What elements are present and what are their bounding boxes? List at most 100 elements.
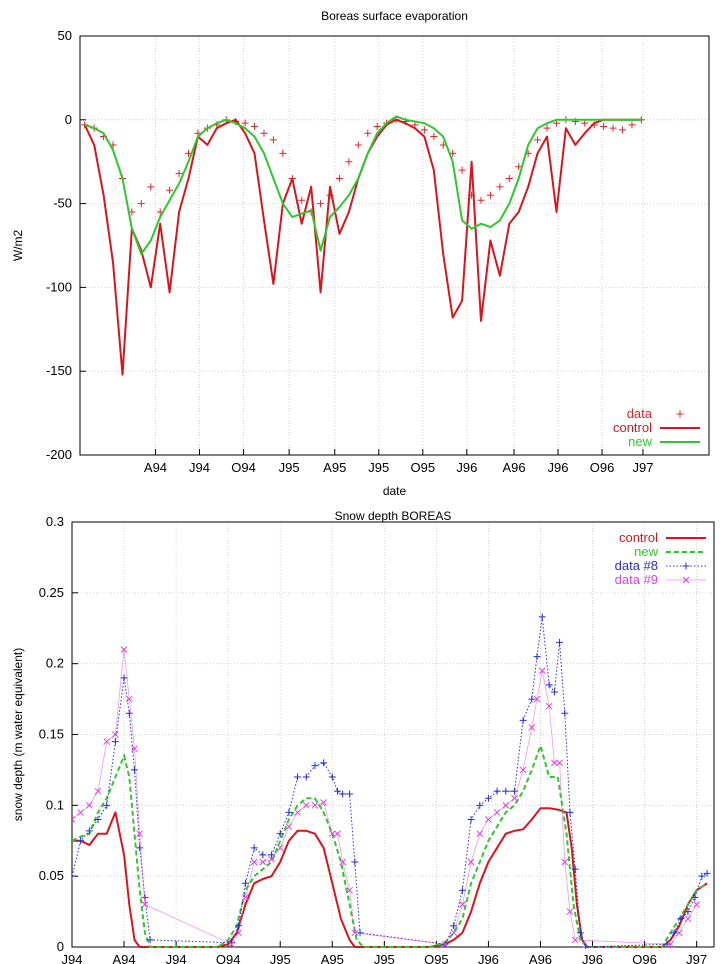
x-tick-label: A96 — [502, 460, 525, 475]
data-point — [137, 200, 145, 208]
data-point — [72, 872, 76, 880]
data-point — [703, 869, 711, 877]
data-point — [477, 196, 485, 204]
legend-label: new — [628, 434, 652, 449]
data-point — [112, 731, 119, 738]
data-point — [561, 858, 569, 866]
data-point — [684, 915, 692, 923]
x-tick-label: A94 — [144, 460, 167, 475]
data-point — [670, 929, 678, 937]
y-axis-label: W/m2 — [11, 230, 25, 262]
data-point — [693, 901, 701, 908]
series-new — [84, 115, 642, 255]
data-point — [242, 894, 249, 901]
data-point — [235, 922, 243, 930]
y-tick-label: 0.3 — [46, 514, 64, 529]
x-tick-label: J94 — [62, 952, 83, 964]
x-tick-label: J96 — [478, 952, 499, 964]
x-tick-label: J95 — [279, 460, 300, 475]
series-line — [72, 807, 708, 948]
legend-marker — [676, 410, 684, 418]
data-point — [684, 908, 692, 916]
data-point — [334, 830, 341, 838]
x-tick-label: O95 — [424, 952, 449, 964]
data-point — [545, 702, 553, 710]
data-point — [619, 126, 627, 134]
data-point — [317, 200, 325, 208]
legend-label: data #9 — [615, 572, 658, 587]
data-point — [85, 801, 93, 809]
data-point — [450, 929, 458, 937]
data-point — [533, 695, 541, 703]
y-tick-label: 0 — [57, 939, 64, 954]
x-tick-label: J94 — [166, 952, 187, 964]
legend-label: data #8 — [615, 558, 658, 573]
data-point — [175, 169, 183, 177]
x-tick-label: J95 — [368, 460, 389, 475]
y-tick-label: -200 — [46, 447, 72, 462]
data-point — [533, 653, 541, 661]
data-point — [484, 794, 492, 802]
y-tick-label: 0.05 — [39, 868, 64, 883]
series-data-9 — [72, 646, 701, 948]
y-tick-label: 0 — [65, 112, 72, 127]
data-point — [285, 808, 293, 816]
y-tick-label: 0.2 — [46, 656, 64, 671]
data-point — [320, 799, 327, 806]
x-tick-label: O95 — [411, 460, 436, 475]
data-point — [458, 166, 466, 174]
data-point — [582, 943, 590, 949]
x-tick-label: A96 — [529, 952, 552, 964]
data-point — [519, 716, 527, 724]
data-point — [677, 915, 685, 923]
x-tick-label: J96 — [548, 460, 569, 475]
series-line — [72, 616, 708, 948]
y-tick-label: -100 — [46, 279, 72, 294]
x-tick-label: A95 — [323, 460, 346, 475]
data-point — [72, 816, 76, 823]
x-tick-label: A94 — [112, 952, 135, 964]
data-point — [328, 830, 336, 838]
data-point — [441, 940, 449, 948]
data-point — [228, 939, 236, 947]
data-point — [467, 816, 475, 823]
data-point — [502, 787, 510, 795]
data-point — [77, 809, 85, 816]
data-point — [131, 745, 138, 753]
data-point — [103, 801, 111, 809]
data-point — [268, 855, 275, 863]
data-point — [166, 186, 174, 194]
series-control — [72, 807, 708, 948]
x-tick-label: J96 — [582, 952, 603, 964]
data-point — [571, 936, 579, 944]
data-point — [311, 762, 319, 770]
series-line — [84, 115, 642, 255]
data-point — [141, 901, 149, 908]
data-point — [430, 133, 438, 141]
y-tick-label: -150 — [46, 363, 72, 378]
data-point — [259, 851, 267, 859]
x-tick-label: O94 — [216, 952, 241, 964]
data-point — [496, 183, 504, 191]
chart-title: Boreas surface evaporation — [321, 9, 468, 23]
data-point — [519, 766, 527, 774]
chart-1: 50 0 -50 -100 -150 -200 A94 J94 O94 J95 A95 J95 O95 J… — [11, 9, 710, 498]
data-point — [279, 149, 287, 157]
legend-label: data — [627, 406, 653, 421]
data-point — [235, 929, 242, 937]
data-point — [364, 129, 372, 137]
data-point — [576, 929, 584, 937]
x-axis-label: date — [383, 484, 407, 498]
data-point — [561, 709, 569, 717]
data-point — [120, 646, 128, 653]
data-point — [146, 936, 154, 944]
data-point — [609, 124, 617, 132]
x-tick-label: J97 — [686, 952, 707, 964]
data-point — [276, 830, 284, 838]
data-point — [505, 174, 513, 182]
legend-label: new — [634, 544, 658, 559]
data-point — [302, 801, 310, 809]
data-point — [339, 790, 347, 798]
data-point — [242, 879, 250, 887]
x-tick-label: J95 — [270, 952, 291, 964]
